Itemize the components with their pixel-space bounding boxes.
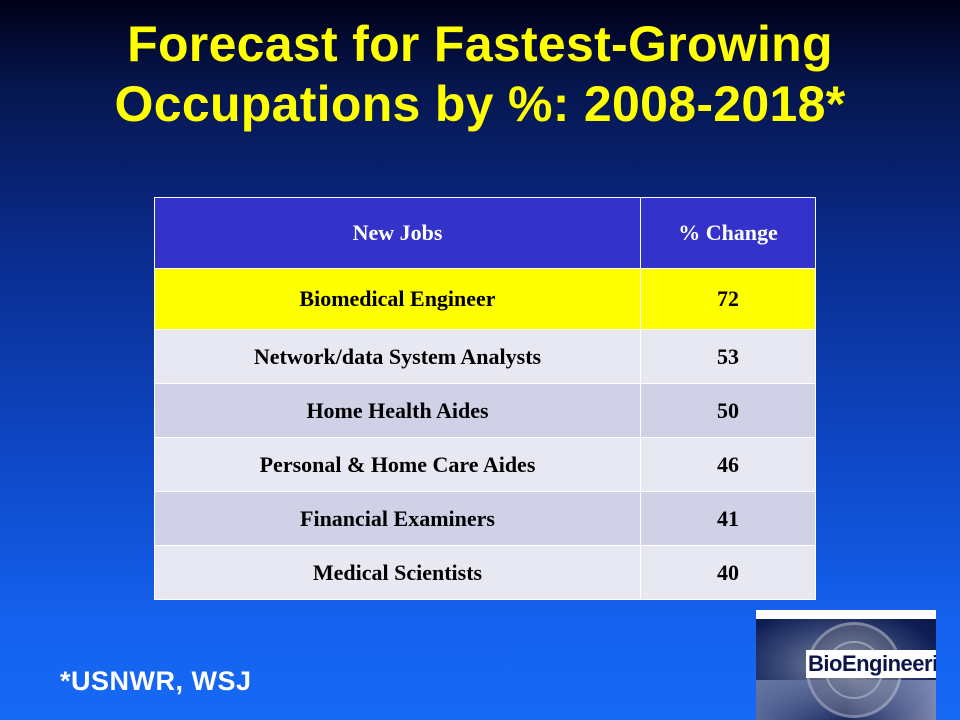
table-row: Medical Scientists 40	[154, 545, 816, 600]
job-cell: Personal & Home Care Aides	[154, 437, 641, 492]
slide-title: Forecast for Fastest-Growing Occupations…	[0, 14, 960, 134]
change-cell: 72	[640, 268, 816, 330]
change-cell: 53	[640, 329, 816, 384]
job-cell: Home Health Aides	[154, 383, 641, 438]
table-header-row: New Jobs % Change	[154, 197, 816, 269]
logo-glow	[756, 680, 936, 720]
table-row: Biomedical Engineer 72	[154, 268, 816, 330]
occupations-table: New Jobs % Change Biomedical Engineer 72…	[154, 197, 816, 600]
header-percent-change: % Change	[640, 197, 816, 269]
bioengineering-logo: BioEngineering	[756, 610, 936, 720]
change-cell: 46	[640, 437, 816, 492]
slide-title-line-1: Forecast for Fastest-Growing	[127, 16, 833, 72]
logo-top-strip	[756, 610, 936, 619]
job-cell: Biomedical Engineer	[154, 268, 641, 330]
slide-title-line-2: Occupations by %: 2008-2018*	[114, 76, 846, 132]
change-cell: 41	[640, 491, 816, 546]
job-cell: Financial Examiners	[154, 491, 641, 546]
header-new-jobs: New Jobs	[154, 197, 641, 269]
job-cell: Network/data System Analysts	[154, 329, 641, 384]
change-cell: 50	[640, 383, 816, 438]
job-cell: Medical Scientists	[154, 545, 641, 600]
table-row: Home Health Aides 50	[154, 383, 816, 438]
source-footnote: *USNWR, WSJ	[60, 666, 252, 696]
table-row: Financial Examiners 41	[154, 491, 816, 546]
change-cell: 40	[640, 545, 816, 600]
table-row: Network/data System Analysts 53	[154, 329, 816, 384]
table-row: Personal & Home Care Aides 46	[154, 437, 816, 492]
logo-wordmark: BioEngineering	[806, 650, 936, 678]
